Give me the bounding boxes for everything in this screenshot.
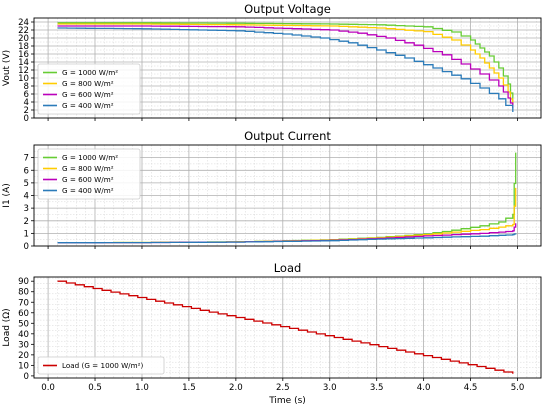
axes-frame [33,276,542,379]
legend: G = 1000 W/m² G = 800 W/m² G = 600 W/m² G =… [37,63,141,115]
y-tick-label: 40 [18,330,29,340]
x-tick-label: 4.5 [464,383,478,393]
y-tick-label: 50 [18,319,29,329]
legend-box [37,148,141,200]
y-axis-label: Load (Ω) [2,308,12,346]
legend-entry: G = 1000 W/m² [62,68,118,77]
y-tick-label: 10 [18,74,29,84]
y-tick-label: 12 [18,66,29,76]
legend-entry: G = 800 W/m² [62,79,114,88]
y-tick-label: 2 [24,106,29,116]
y-tick-label: 18 [18,42,29,52]
legend: G = 1000 W/m² G = 800 W/m² G = 600 W/m² G =… [37,148,141,200]
panel-1: Output Voltage024681012141618202224Vout … [2,2,542,124]
y-tick-label: 90 [18,277,29,287]
y-tick-label: 5 [24,179,29,189]
axes-frame [33,17,542,119]
legend-entry: G = 1000 W/m² [62,153,118,162]
x-tick-label: 3.0 [323,383,337,393]
y-tick-label: 30 [18,340,29,350]
y-tick-label: 60 [18,309,29,319]
y-tick-label: 24 [18,18,29,28]
x-tick-label: 4.0 [417,383,431,393]
x-tick-label: 2.5 [276,383,290,393]
series-line-1 [57,280,514,374]
x-tick-label: 1.5 [182,383,196,393]
chart-title: Output Current [244,129,331,143]
y-tick-label: 2 [24,217,29,227]
y-axis-label: I1 (A) [2,183,12,207]
y-axis-label: Vout (V) [2,50,12,86]
y-tick-label: 6 [24,90,29,100]
panel-2: Output Current 0 1 2 3 4 5 6 7 I1 (A) G = 1000 W/m… [2,129,542,252]
x-tick-label: 0.5 [88,383,102,393]
y-tick-label: 1 [24,229,29,239]
series-line-4 [57,233,517,244]
y-tick-label: 0 [24,242,29,252]
y-tick-label: 4 [24,192,29,202]
series-line-1 [57,22,514,102]
x-tick-label: 0.0 [41,383,55,393]
legend-box [37,356,165,375]
legend-entry: G = 600 W/m² [62,175,114,184]
legend-entry: G = 400 W/m² [62,186,114,195]
x-tick-label: 3.5 [370,383,384,393]
legend-entry: G = 800 W/m² [62,164,114,173]
y-tick-label: 20 [18,351,29,361]
y-tick-label: 6 [24,166,29,176]
y-tick-label: 7 [24,154,29,164]
y-tick-label: 4 [24,98,29,108]
x-axis-label: Time (s) [268,396,306,406]
y-tick-label: 80 [18,288,29,298]
legend: Load (G = 1000 W/m²) [37,356,165,375]
y-tick-label: 8 [24,82,29,92]
y-tick-label: 22 [18,26,29,36]
series-line-4 [57,27,514,112]
x-tick-label: 1.0 [135,383,149,393]
y-tick-label: 14 [18,58,29,68]
chart-title: Output Voltage [244,2,331,16]
legend-entry: G = 400 W/m² [62,101,114,110]
series-line-3 [57,25,514,108]
x-tick-label: 5.0 [511,383,525,393]
legend-entry: Load (G = 1000 W/m²) [62,361,143,370]
y-tick-label: 70 [18,298,29,308]
y-tick-label: 20 [18,34,29,44]
series-line-2 [57,23,514,106]
legend-entry: G = 600 W/m² [62,90,114,99]
y-tick-label: 0 [24,372,29,382]
y-tick-label: 10 [18,361,29,371]
y-tick-label: 3 [24,204,29,214]
legend-box [37,63,141,115]
chart-title: Load [274,261,302,275]
y-tick-label: 0 [24,114,29,124]
y-tick-label: 16 [18,50,29,60]
x-tick-label: 2.0 [229,383,243,393]
